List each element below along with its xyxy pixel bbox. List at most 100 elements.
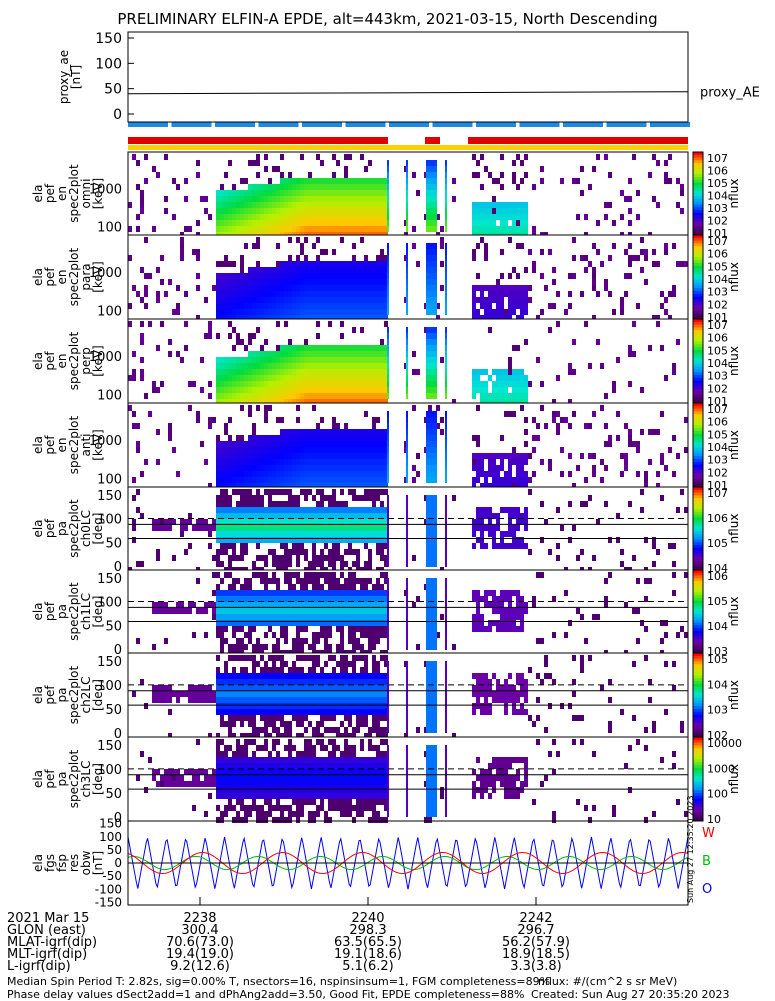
colorbar-seg: [693, 628, 703, 632]
colorbar-seg: [693, 341, 703, 345]
heatmap-cell: [264, 441, 268, 447]
heatmap-cell: [272, 721, 276, 727]
heatmap-cell: [284, 685, 288, 691]
heatmap-cell: [212, 608, 216, 614]
heatmap-cell: [268, 483, 272, 489]
heatmap-cell: [224, 537, 228, 543]
heatmap-cell: [216, 303, 220, 309]
heatmap-cell: [284, 309, 288, 315]
heatmap-cell: [320, 351, 324, 357]
heatmap-cell: [292, 602, 296, 608]
heatmap-cell: [288, 596, 292, 602]
heatmap-cell: [336, 351, 340, 357]
heatmap-cell: [376, 273, 380, 279]
heatmap-cell: [476, 596, 480, 602]
heatmap-cell: [228, 226, 232, 232]
heatmap-cell: [292, 483, 296, 489]
heatmap-cell: [324, 303, 328, 309]
heatmap-cell: [228, 297, 232, 303]
heatmap-cell: [256, 507, 260, 513]
heatmap-cell: [248, 495, 252, 501]
heatmap-cell: [680, 721, 684, 727]
heatmap-cell: [240, 507, 244, 513]
heatmap-cell: [272, 214, 276, 220]
heatmap-cell: [224, 279, 228, 285]
heatmap-cell: [628, 255, 632, 261]
heatmap-cell: [232, 220, 236, 226]
heatmap-cell: [164, 608, 168, 614]
heatmap-cell: [252, 357, 256, 363]
heatmap-cell: [296, 709, 300, 715]
heatmap-cell: [304, 315, 308, 321]
heatmap-cell: [228, 208, 232, 214]
heatmap-cell: [676, 453, 680, 459]
heatmap-cell: [488, 626, 492, 632]
heatmap-cell: [256, 351, 260, 357]
heatmap-cell: [276, 214, 280, 220]
heatmap-cell: [340, 477, 344, 483]
heatmap-cell: [360, 673, 364, 679]
heatmap-cell: [476, 513, 480, 519]
heatmap-cell: [272, 399, 276, 405]
heatmap-cell: [284, 297, 288, 303]
heatmap-cell: [336, 608, 340, 614]
heatmap-cell: [364, 673, 368, 679]
heatmap-cell: [552, 596, 556, 602]
heatmap-cell: [324, 369, 328, 375]
heatmap-cell: [336, 381, 340, 387]
heatmap-cell: [336, 691, 340, 697]
heatmap-cell: [352, 638, 356, 644]
heatmap-cell: [248, 220, 252, 226]
heatmap-cell: [256, 679, 260, 685]
colorbar-seg: [693, 408, 703, 412]
heatmap-stripe: [387, 381, 389, 387]
heatmap-cell: [248, 507, 252, 513]
heatmap-cell: [384, 519, 388, 525]
heatmap-stripe: [426, 333, 437, 339]
heatmap-cell: [240, 620, 244, 626]
heatmap-cell: [152, 685, 156, 691]
heatmap-cell: [236, 303, 240, 309]
heatmap-cell: [312, 673, 316, 679]
heatmap-cell: [260, 399, 264, 405]
heatmap-cell: [212, 572, 216, 578]
heatmap-cell: [344, 399, 348, 405]
heatmap-cell: [484, 626, 488, 632]
heatmap-cell: [216, 519, 220, 525]
heatmap-cell: [624, 459, 628, 465]
heatmap-cell: [304, 697, 308, 703]
heatmap-cell: [320, 202, 324, 208]
heatmap-cell: [308, 285, 312, 291]
heatmap-cell: [264, 214, 268, 220]
heatmap-cell: [492, 513, 496, 519]
heatmap-cell: [372, 196, 376, 202]
heatmap-cell: [256, 220, 260, 226]
heatmap-cell: [244, 632, 248, 638]
heatmap-cell: [292, 459, 296, 465]
heatmap-cell: [272, 703, 276, 709]
heatmap-cell: [224, 673, 228, 679]
heatmap-cell: [292, 387, 296, 393]
heatmap-stripe: [406, 626, 408, 632]
heatmap-stripe: [406, 423, 408, 429]
heatmap-cell: [264, 602, 268, 608]
heatmap-cell: [248, 531, 252, 537]
heatmap-cell: [252, 243, 256, 249]
heatmap-cell: [384, 590, 388, 596]
heatmap-stripe: [426, 339, 437, 345]
heatmap-cell: [304, 441, 308, 447]
heatmap-cell: [224, 297, 228, 303]
heatmap-cell: [316, 483, 320, 489]
heatmap-cell: [136, 638, 140, 644]
heatmap-cell: [312, 351, 316, 357]
heatmap-cell: [240, 339, 244, 345]
heatmap-stripe: [426, 501, 437, 507]
heatmap-cell: [228, 715, 232, 721]
heatmap-cell: [168, 691, 172, 697]
heatmap-cell: [492, 208, 496, 214]
heatmap-cell: [260, 507, 264, 513]
heatmap-cell: [496, 375, 500, 381]
heatmap-cell: [348, 429, 352, 435]
heatmap-cell: [276, 715, 280, 721]
heatmap-cell: [256, 190, 260, 196]
